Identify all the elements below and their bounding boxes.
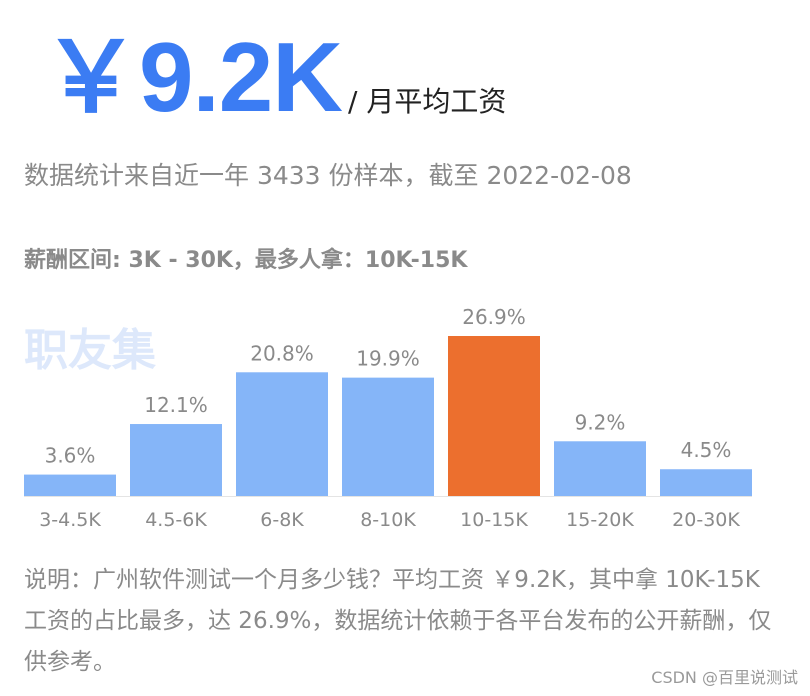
per-month-label: / 月平均工资 bbox=[348, 85, 507, 118]
average-salary-value: ￥9.2K bbox=[42, 22, 343, 132]
category-label: 10-15K bbox=[460, 509, 528, 531]
bar-value-label: 20.8% bbox=[250, 341, 314, 365]
csdn-credit: CSDN @百里说测试 bbox=[651, 668, 798, 687]
category-label: 15-20K bbox=[566, 509, 634, 531]
category-label: 4.5-6K bbox=[145, 509, 207, 531]
watermark-logo: 职友集 bbox=[24, 325, 156, 376]
bar-8-10K bbox=[342, 377, 434, 496]
bar-value-label: 3.6% bbox=[45, 444, 96, 468]
bar-value-label: 26.9% bbox=[462, 305, 526, 329]
salary-range-line: 薪酬区间: 3K - 30K，最多人拿：10K-15K bbox=[24, 248, 468, 273]
bar-4.5-6K bbox=[130, 424, 222, 496]
category-label: 8-10K bbox=[360, 509, 416, 531]
bar-6-8K bbox=[236, 372, 328, 496]
bar-10-15K bbox=[448, 336, 540, 496]
category-label: 20-30K bbox=[672, 509, 740, 531]
bar-20-30K bbox=[660, 469, 752, 496]
description-note: 说明：广州软件测试一个月多少钱？平均工资 ￥9.2K，其中拿 10K-15K 工… bbox=[24, 567, 772, 675]
bar-value-label: 9.2% bbox=[575, 410, 626, 434]
bar-value-label: 4.5% bbox=[681, 438, 732, 462]
bar-value-label: 12.1% bbox=[144, 393, 208, 417]
data-source-line: 数据统计来自近一年 3433 份样本，截至 2022-02-08 bbox=[24, 161, 632, 190]
bar-15-20K bbox=[554, 441, 646, 496]
salary-distribution-chart: 3.6% 3-4.5K 12.1% 4.5-6K 20.8% 6-8K 19.9% 8-10K… bbox=[24, 305, 752, 531]
bar-3-4.5K bbox=[24, 474, 116, 496]
bar-value-label: 19.9% bbox=[356, 347, 420, 371]
salary-headline: ￥9.2K / 月平均工资 bbox=[42, 28, 506, 126]
category-label: 6-8K bbox=[260, 509, 304, 531]
category-label: 3-4.5K bbox=[39, 509, 101, 531]
